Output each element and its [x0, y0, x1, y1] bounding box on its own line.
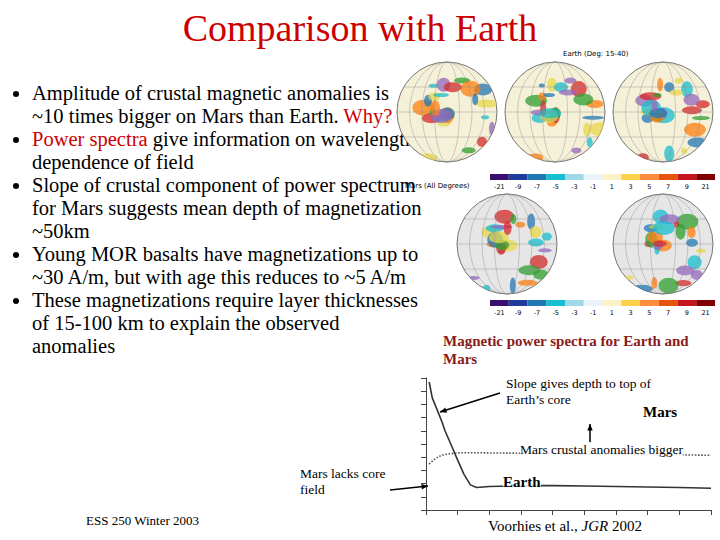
html-text:Slope gives depth to top of Ea: Slope gives depth to top of Earth’s core — [506, 376, 652, 407]
svg-text:-5: -5 — [552, 309, 558, 317]
html-text:Slope of crustal component of: Slope of crustal component of power spec… — [32, 174, 422, 242]
html-text:Mars: Mars — [643, 404, 678, 420]
html-text:ESS 250 Winter 2003: ESS 250 Winter 2003 — [86, 513, 199, 528]
svg-text:9: 9 — [685, 309, 689, 317]
svg-text:-5: -5 — [552, 183, 558, 191]
svg-text:-7: -7 — [534, 309, 540, 317]
html-text:Earth: Earth — [503, 474, 541, 490]
svg-text:7: 7 — [666, 183, 670, 191]
svg-text:1: 1 — [610, 183, 614, 191]
svg-text:9: 9 — [685, 183, 689, 191]
svg-text:3: 3 — [629, 309, 633, 317]
svg-text:-21: -21 — [494, 183, 505, 191]
svg-text:-21: -21 — [494, 309, 505, 317]
svg-text:-7: -7 — [534, 183, 540, 191]
svg-text:5: 5 — [647, 309, 651, 317]
svg-text:-1: -1 — [590, 183, 596, 191]
html-text:Comparison with Earth: Comparison with Earth — [182, 7, 538, 49]
html-text:Magnetic power spectra for Ear: Magnetic power spectra for Earth and Mar… — [443, 333, 689, 367]
html-text:Amplitude of crustal magnetic: Amplitude of crustal magnetic anomalies … — [32, 82, 393, 127]
svg-text:7: 7 — [666, 309, 670, 317]
svg-text:Mars (All Degrees): Mars (All Degrees) — [405, 182, 470, 190]
svg-text:-3: -3 — [571, 183, 577, 191]
svg-text:-1: -1 — [590, 309, 596, 317]
svg-text:-3: -3 — [571, 309, 577, 317]
svg-text:3: 3 — [629, 183, 633, 191]
html-text:Mars lacks core field: Mars lacks core field — [300, 466, 386, 497]
svg-text:21: 21 — [701, 309, 709, 317]
html-text:Power spectra give information: Power spectra give information on wavele… — [32, 128, 422, 173]
svg-text:5: 5 — [647, 183, 651, 191]
html-text:Mars crustal anomalies bigger: Mars crustal anomalies bigger — [520, 442, 684, 457]
svg-text:Earth (Deg: 15-40): Earth (Deg: 15-40) — [563, 50, 629, 58]
html-text:Voorhies et al., JGR 2002: Voorhies et al., JGR 2002 — [488, 518, 642, 534]
svg-text:-9: -9 — [515, 183, 521, 191]
html-text:These magnetizations require l: These magnetizations require layer thick… — [32, 289, 418, 357]
svg-text:1: 1 — [610, 309, 614, 317]
svg-text:21: 21 — [701, 183, 709, 191]
html-text:Young MOR basalts have magneti: Young MOR basalts have magnetizations up… — [32, 243, 419, 288]
svg-text:-9: -9 — [515, 309, 521, 317]
